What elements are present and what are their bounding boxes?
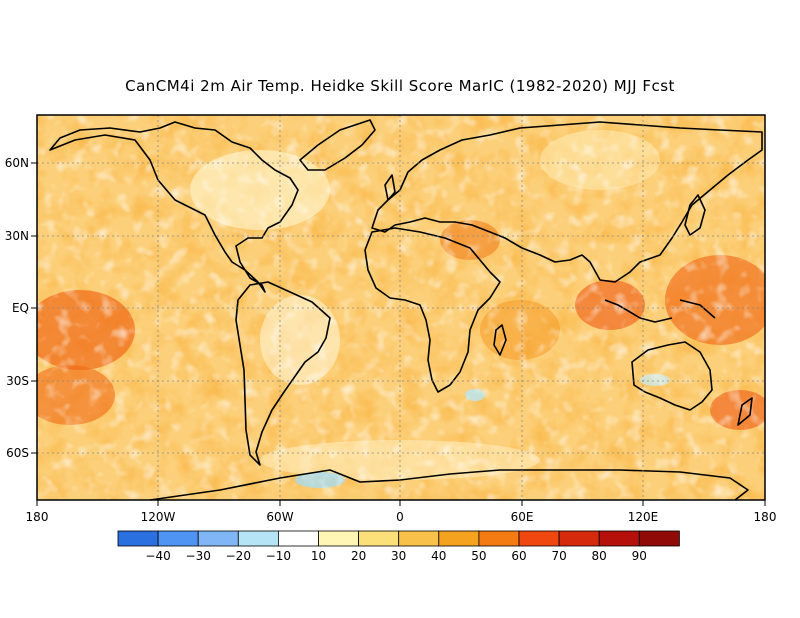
colorbar-label: −30 <box>186 549 211 563</box>
colorbar-swatch <box>558 530 600 547</box>
colorbar-label: 60 <box>511 549 526 563</box>
colorbar-label: 30 <box>391 549 406 563</box>
map-title: CanCM4i 2m Air Temp. Heidke Skill Score … <box>125 77 675 95</box>
colorbar-swatch <box>117 530 159 547</box>
colorbar-swatch <box>277 530 319 547</box>
colorbar-label: 20 <box>351 549 366 563</box>
colorbar-swatch <box>398 530 440 547</box>
lon-label: 180 <box>754 510 777 524</box>
colorbar-swatch <box>518 530 560 547</box>
colorbar: −40 −30 −20 −10 10 20 30 40 50 60 70 80 90 <box>117 530 680 563</box>
graticule <box>37 115 765 500</box>
colorbar-swatch <box>197 530 239 547</box>
lat-label: 60S <box>6 446 29 460</box>
colorbar-label: 40 <box>431 549 446 563</box>
skill-field <box>37 115 765 500</box>
colorbar-label: −10 <box>266 549 291 563</box>
coastlines <box>49 119 763 501</box>
lat-label: 30N <box>5 229 29 243</box>
colorbar-label: 90 <box>632 549 647 563</box>
colorbar-label: 70 <box>551 549 566 563</box>
colorbar-swatch <box>318 530 359 547</box>
lon-label: 60E <box>511 510 534 524</box>
colorbar-label: 50 <box>471 549 486 563</box>
lon-label: 0 <box>396 510 404 524</box>
lon-label: 60W <box>266 510 293 524</box>
colorbar-swatch <box>478 530 520 547</box>
lon-label: 120E <box>628 510 659 524</box>
colorbar-swatch <box>638 530 680 547</box>
colorbar-label: 10 <box>311 549 326 563</box>
axis-ticks <box>31 162 766 506</box>
colorbar-swatch <box>237 530 279 547</box>
lat-label: 60N <box>5 156 29 170</box>
colorbar-label: −20 <box>226 549 251 563</box>
colorbar-label: 80 <box>592 549 607 563</box>
lon-label: 120W <box>141 510 176 524</box>
colorbar-swatch <box>157 530 199 547</box>
lon-label: 180 <box>26 510 49 524</box>
lat-label: EQ <box>12 301 29 315</box>
colorbar-label: −40 <box>145 549 170 563</box>
colorbar-swatch <box>358 530 400 547</box>
colorbar-swatch <box>438 530 480 547</box>
lat-label: 30S <box>6 374 29 388</box>
colorbar-swatch <box>598 530 640 547</box>
